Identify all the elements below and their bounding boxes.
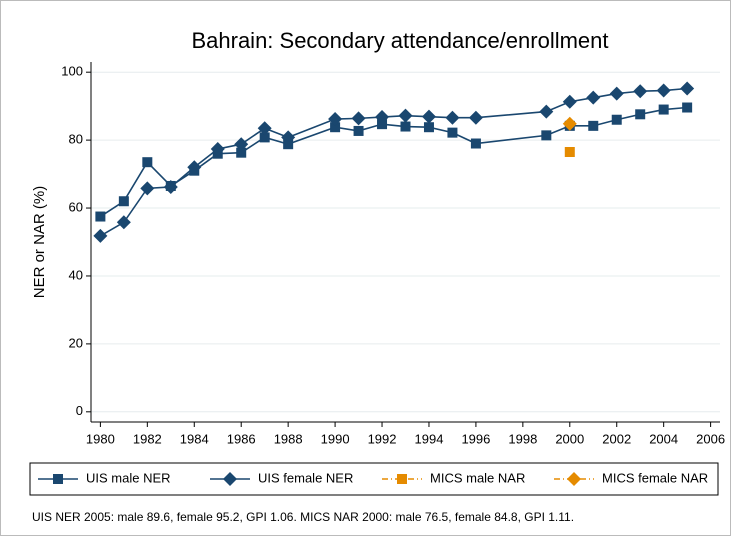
marker xyxy=(541,130,552,141)
legend-marker xyxy=(53,474,63,484)
legend-marker xyxy=(397,474,407,484)
x-tick-label: 1990 xyxy=(321,431,350,446)
legend-marker xyxy=(567,472,581,486)
y-tick-label: 80 xyxy=(69,132,83,147)
marker xyxy=(635,109,646,120)
x-tick-label: 1980 xyxy=(86,431,115,446)
y-tick-label: 40 xyxy=(69,267,83,282)
x-tick-label: 1988 xyxy=(274,431,303,446)
marker xyxy=(351,111,366,126)
x-tick-label: 2004 xyxy=(649,431,678,446)
marker xyxy=(281,130,296,145)
marker xyxy=(259,132,270,143)
marker xyxy=(611,114,622,125)
marker xyxy=(586,90,601,105)
marker xyxy=(421,109,436,124)
x-tick-label: 1984 xyxy=(180,431,209,446)
x-tick-label: 1986 xyxy=(227,431,256,446)
marker xyxy=(93,228,108,243)
marker xyxy=(588,120,599,131)
x-tick-label: 1994 xyxy=(415,431,444,446)
marker xyxy=(658,104,669,115)
marker xyxy=(328,112,343,127)
y-axis-label: NER or NAR (%) xyxy=(31,186,48,299)
marker xyxy=(656,83,671,98)
marker xyxy=(468,110,483,125)
legend-box xyxy=(29,462,719,496)
x-tick-label: 1982 xyxy=(133,431,162,446)
marker xyxy=(163,179,178,194)
x-tick-label: 1996 xyxy=(461,431,490,446)
marker xyxy=(187,160,202,175)
x-tick-label: 2000 xyxy=(555,431,584,446)
marker xyxy=(210,141,225,156)
marker xyxy=(562,116,577,131)
marker xyxy=(680,81,695,96)
marker xyxy=(445,110,460,125)
marker xyxy=(609,86,624,101)
marker xyxy=(375,110,390,125)
x-tick-label: 2006 xyxy=(696,431,725,446)
chart-title: Bahrain: Secondary attendance/enrollment xyxy=(191,28,608,53)
y-tick-label: 0 xyxy=(76,403,83,418)
marker xyxy=(142,157,153,168)
marker xyxy=(564,147,575,157)
legend-label: MICS female NAR xyxy=(602,470,708,485)
legend-marker xyxy=(223,472,237,486)
marker xyxy=(633,84,648,99)
marker xyxy=(236,147,247,158)
marker xyxy=(95,211,106,222)
legend-label: UIS male NER xyxy=(86,470,171,485)
marker xyxy=(447,127,458,138)
marker xyxy=(330,122,341,133)
marker xyxy=(353,125,364,136)
marker xyxy=(257,121,272,136)
marker xyxy=(140,181,155,196)
y-tick-label: 60 xyxy=(69,199,83,214)
x-tick-label: 2002 xyxy=(602,431,631,446)
marker xyxy=(400,121,411,132)
y-tick-label: 20 xyxy=(69,335,83,350)
marker xyxy=(539,104,554,119)
marker xyxy=(398,108,413,123)
legend-label: MICS male NAR xyxy=(430,470,525,485)
marker xyxy=(377,119,388,130)
x-tick-label: 1998 xyxy=(508,431,537,446)
marker xyxy=(682,102,693,113)
y-tick-label: 100 xyxy=(61,64,83,79)
marker xyxy=(562,94,577,109)
legend-label: UIS female NER xyxy=(258,470,353,485)
marker xyxy=(234,137,249,152)
marker xyxy=(423,122,434,133)
marker xyxy=(116,215,131,230)
marker xyxy=(118,196,129,207)
x-tick-label: 1992 xyxy=(368,431,397,446)
marker xyxy=(470,138,481,149)
note: UIS NER 2005: male 89.6, female 95.2, GP… xyxy=(32,510,574,524)
